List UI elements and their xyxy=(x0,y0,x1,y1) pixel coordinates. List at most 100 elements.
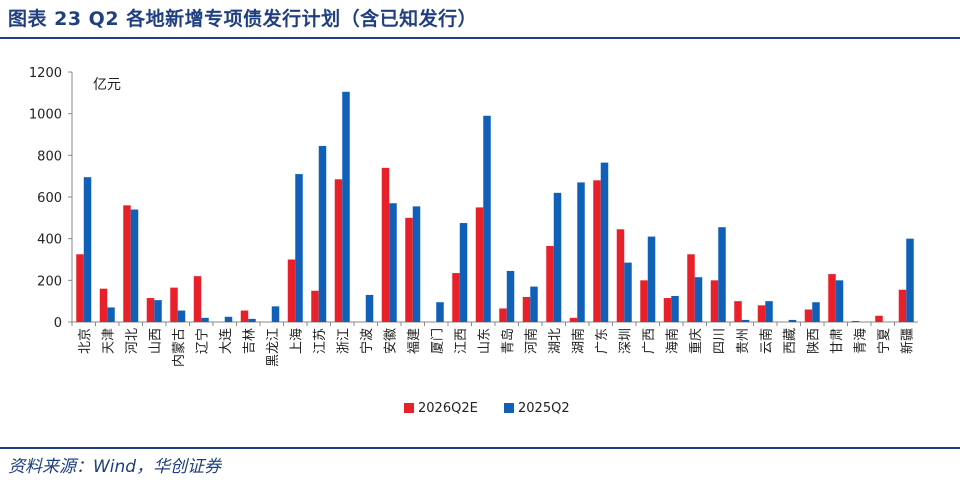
bar-2026Q2E xyxy=(499,308,507,322)
x-category-label: 河南 xyxy=(523,328,539,354)
bar-2026Q2E xyxy=(898,289,907,322)
x-category-label: 云南 xyxy=(758,328,774,354)
x-category-label: 安徽 xyxy=(383,328,398,354)
bar-2025Q2 xyxy=(718,227,726,322)
x-category-label: 山东 xyxy=(477,328,492,354)
bar-2025Q2 xyxy=(177,310,186,322)
x-category-label: 宁波 xyxy=(359,328,375,354)
bar-chart: 亿元 0 200 400 600 800 1000 1200 北京 天津 河北 山西 内蒙古 辽宁 大连 吉林… xyxy=(29,66,918,416)
bar-2025Q2 xyxy=(459,223,468,322)
bar-2026Q2E xyxy=(522,297,531,322)
x-category-label: 大连 xyxy=(218,328,234,354)
bar-2026Q2E xyxy=(287,259,296,322)
bar-2025Q2 xyxy=(130,209,139,322)
bar-2025Q2 xyxy=(365,294,374,322)
x-category-label: 湖北 xyxy=(548,328,563,354)
bar-2025Q2 xyxy=(600,162,609,322)
bar-2026Q2E xyxy=(99,288,108,322)
bar-2026Q2E xyxy=(593,180,601,322)
bar-2026Q2E xyxy=(546,245,554,322)
x-category-label: 北京 xyxy=(78,328,93,354)
x-category-label: 海南 xyxy=(664,328,680,354)
x-category-label: 宁夏 xyxy=(876,328,892,354)
legend-swatch-2026Q2E xyxy=(404,403,414,413)
legend-swatch-2025Q2 xyxy=(504,403,514,413)
bar-2025Q2 xyxy=(83,177,92,322)
bottom-rule xyxy=(0,447,960,449)
bar-2025Q2 xyxy=(765,301,773,322)
bar-2025Q2 xyxy=(271,306,280,322)
x-category-label: 陕西 xyxy=(806,328,821,354)
bar-2026Q2E xyxy=(123,205,131,322)
bar-2026Q2E xyxy=(875,315,883,322)
x-category-label: 辽宁 xyxy=(194,328,210,354)
bar-2026Q2E xyxy=(193,276,202,322)
bar-2025Q2 xyxy=(318,145,327,322)
bar-2025Q2 xyxy=(906,238,914,322)
bar-2026Q2E xyxy=(663,298,672,322)
bar-2025Q2 xyxy=(788,319,797,322)
bar-2026Q2E xyxy=(452,273,460,322)
x-category-label: 甘肃 xyxy=(830,328,845,354)
x-category-label: 天津 xyxy=(101,328,116,354)
bar-2025Q2 xyxy=(201,317,209,322)
x-category-label: 广东 xyxy=(595,328,610,354)
x-category-label: 重庆 xyxy=(688,328,704,354)
x-category-label: 黑龙江 xyxy=(266,328,281,367)
bar-2026Q2E xyxy=(710,280,719,322)
bar-2026Q2E xyxy=(804,309,813,322)
x-category-label: 上海 xyxy=(289,328,304,354)
bar-2026Q2E xyxy=(687,254,695,322)
x-category-label: 湖南 xyxy=(570,328,586,354)
y-tick-label: 1000 xyxy=(29,108,62,123)
bar-2026Q2E xyxy=(757,305,766,322)
bar-2026Q2E xyxy=(851,320,860,322)
bar-2025Q2 xyxy=(389,203,397,322)
bar-2026Q2E xyxy=(405,217,413,322)
chart-title: 图表 23 Q2 各地新增专项债发行计划（含已知发行） xyxy=(8,8,478,30)
bar-2026Q2E xyxy=(475,207,484,322)
x-category-label: 深圳 xyxy=(618,328,633,354)
bar-2025Q2 xyxy=(248,318,256,322)
bar-2026Q2E xyxy=(146,298,155,322)
bar-2026Q2E xyxy=(381,167,390,322)
y-tick-label: 400 xyxy=(37,233,62,248)
bar-2025Q2 xyxy=(483,115,491,322)
y-tick-label: 1200 xyxy=(29,66,62,81)
legend-label-2026Q2E: 2026Q2E xyxy=(418,401,478,416)
bar-2026Q2E xyxy=(640,280,648,322)
x-category-label: 福建 xyxy=(407,328,422,354)
bar-2025Q2 xyxy=(671,295,679,322)
bar-2026Q2E xyxy=(170,287,178,322)
x-category-label: 浙江 xyxy=(336,328,351,354)
x-category-label: 厦门 xyxy=(430,328,445,354)
source-note: 资料来源：Wind，华创证券 xyxy=(8,457,222,477)
x-category-label: 江苏 xyxy=(312,328,328,354)
y-tick-label: 0 xyxy=(54,316,62,331)
x-category-label: 四川 xyxy=(712,328,727,354)
bar-2025Q2 xyxy=(506,270,515,322)
y-tick-label: 200 xyxy=(37,274,62,289)
x-category-label: 广西 xyxy=(642,328,657,354)
x-category-label: 山西 xyxy=(148,328,163,354)
bar-2025Q2 xyxy=(530,286,538,322)
bar-2026Q2E xyxy=(311,290,319,322)
bar-2025Q2 xyxy=(741,319,750,322)
bar-2026Q2E xyxy=(828,274,836,322)
bar-2025Q2 xyxy=(577,182,585,322)
y-unit-label: 亿元 xyxy=(93,77,121,93)
bar-2026Q2E xyxy=(616,229,625,322)
bar-2025Q2 xyxy=(624,262,632,322)
x-category-label: 贵州 xyxy=(736,328,751,354)
top-rule xyxy=(0,37,960,39)
bar-2026Q2E xyxy=(334,179,343,322)
bar-2026Q2E xyxy=(76,254,84,322)
x-category-label: 青海 xyxy=(853,328,868,354)
x-category-label: 内蒙古 xyxy=(171,328,187,367)
bar-2025Q2 xyxy=(154,300,162,322)
bar-2025Q2 xyxy=(835,280,844,322)
bar-2025Q2 xyxy=(812,302,820,322)
bar-2025Q2 xyxy=(647,236,656,322)
x-category-label: 西藏 xyxy=(783,328,798,354)
bar-2025Q2 xyxy=(436,302,444,322)
